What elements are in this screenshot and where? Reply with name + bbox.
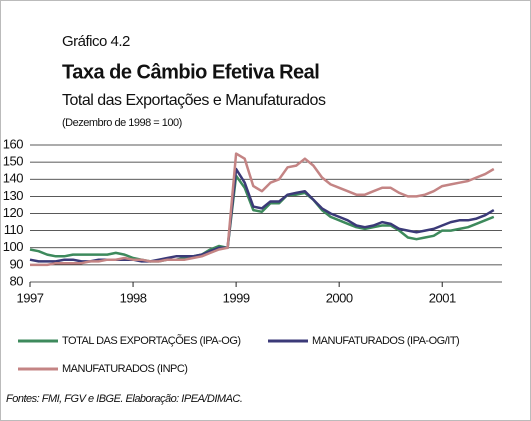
source: Fontes: FMI, FGV e IBGE. Elaboração: IPE… — [6, 393, 242, 405]
x-tick-label: 2001 — [429, 290, 456, 305]
y-tick-label: 140 — [3, 171, 23, 186]
y-tick-label: 130 — [3, 188, 23, 203]
x-tick-label: 1999 — [223, 290, 250, 305]
series-line — [29, 174, 495, 263]
chart-title: Taxa de Câmbio Efetiva Real — [62, 61, 319, 83]
x-tick-label: 1998 — [120, 290, 147, 305]
legend-label: TOTAL DAS EXPORTAÇÕES (IPA-OG) — [62, 334, 241, 347]
y-tick-label: 150 — [3, 154, 23, 169]
chart-note: (Dezembro de 1998 = 100) — [62, 117, 182, 129]
y-tick-label: 110 — [4, 222, 23, 237]
legend-label: MANUFATURADOS (INPC) — [62, 363, 187, 375]
y-tick-label: 100 — [3, 239, 23, 254]
y-tick-label: 160 — [3, 136, 23, 151]
chart-subtitle: Total das Exportações e Manufaturados — [62, 92, 326, 109]
series-line — [30, 152, 495, 267]
y-tick-label: 80 — [10, 273, 24, 288]
x-tick-label: 2000 — [326, 290, 353, 305]
y-tick-label: 120 — [3, 205, 23, 220]
legend-label: MANUFATURADOS (IPA-OG/IT) — [312, 335, 459, 347]
x-tick-label: 1997 — [17, 290, 44, 305]
y-tick-label: 90 — [10, 256, 24, 271]
chart-label: Gráfico 4.2 — [62, 33, 130, 50]
